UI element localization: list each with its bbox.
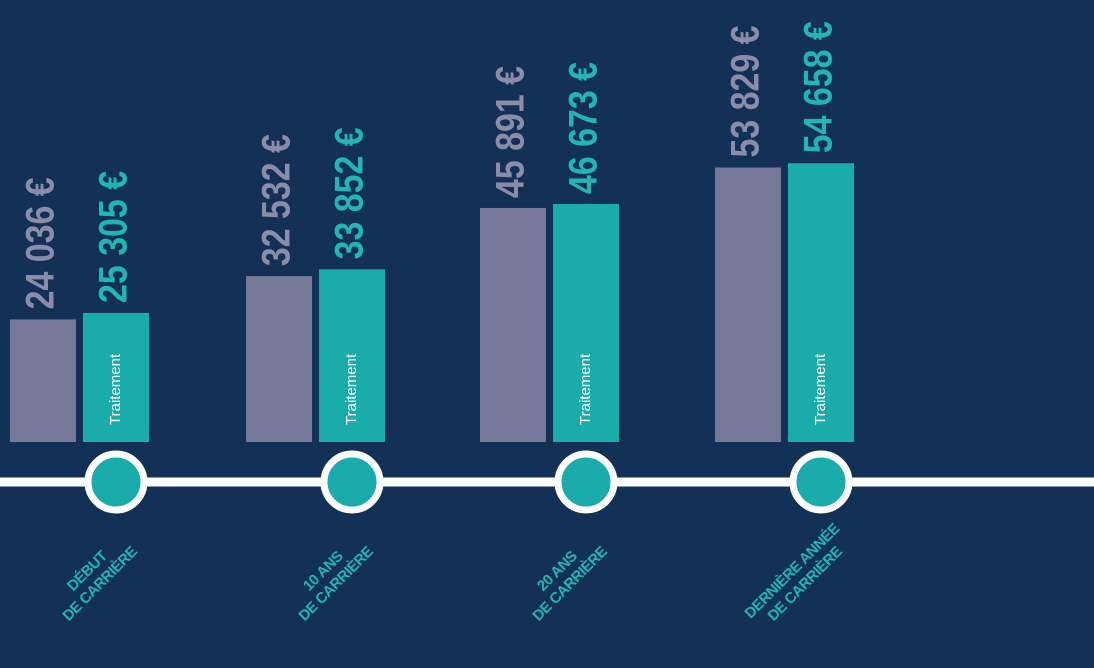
timeline-marker: [88, 454, 144, 510]
chart: 24 036 €25 305 €TraitementDÉBUTDE CARRIÈ…: [0, 0, 1094, 668]
series-label: Traitement: [812, 353, 829, 425]
value-label: 54 658 €: [797, 21, 841, 153]
series-label: Traitement: [107, 353, 124, 425]
bar: [715, 167, 781, 442]
value-label: 24 036 €: [19, 177, 63, 309]
timeline-marker: [558, 454, 614, 510]
series-label: Traitement: [343, 353, 360, 425]
value-label: 33 852 €: [328, 127, 372, 259]
value-label: 25 305 €: [92, 171, 136, 303]
bar: [246, 276, 312, 442]
value-label: 32 532 €: [255, 134, 299, 266]
bar: [480, 208, 546, 442]
background: [0, 0, 1094, 668]
bar: [10, 319, 76, 442]
value-label: 53 829 €: [724, 25, 768, 157]
value-label: 45 891 €: [489, 66, 533, 198]
value-label: 46 673 €: [562, 62, 606, 194]
series-label: Traitement: [577, 353, 594, 425]
timeline-marker: [793, 454, 849, 510]
timeline-marker: [324, 454, 380, 510]
